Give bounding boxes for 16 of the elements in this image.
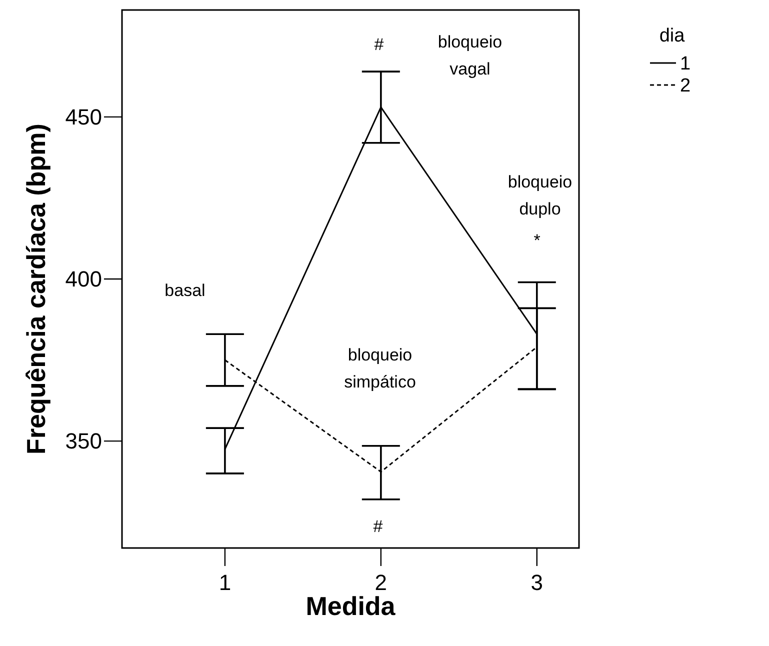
annotation: # [373, 516, 384, 536]
y-tick-label: 400 [65, 266, 102, 292]
annotation: basal [164, 280, 206, 300]
legend-label: 2 [680, 76, 691, 97]
annotation: bloqueio vagal [438, 32, 502, 78]
annotation: # [374, 34, 384, 54]
x-tick-label: 1 [218, 570, 232, 595]
annotation: * [534, 230, 541, 250]
legend-label: 1 [680, 54, 691, 75]
annotation: bloqueio duplo [508, 172, 572, 218]
y-axis-title: Frequência cardíaca (bpm) [21, 124, 51, 454]
y-tick-label: 450 [65, 104, 102, 130]
legend-title: dia [659, 26, 686, 47]
x-tick-label: 3 [530, 570, 544, 595]
y-tick-label: 350 [65, 428, 102, 454]
annotation: bloqueio simpático [344, 345, 416, 392]
